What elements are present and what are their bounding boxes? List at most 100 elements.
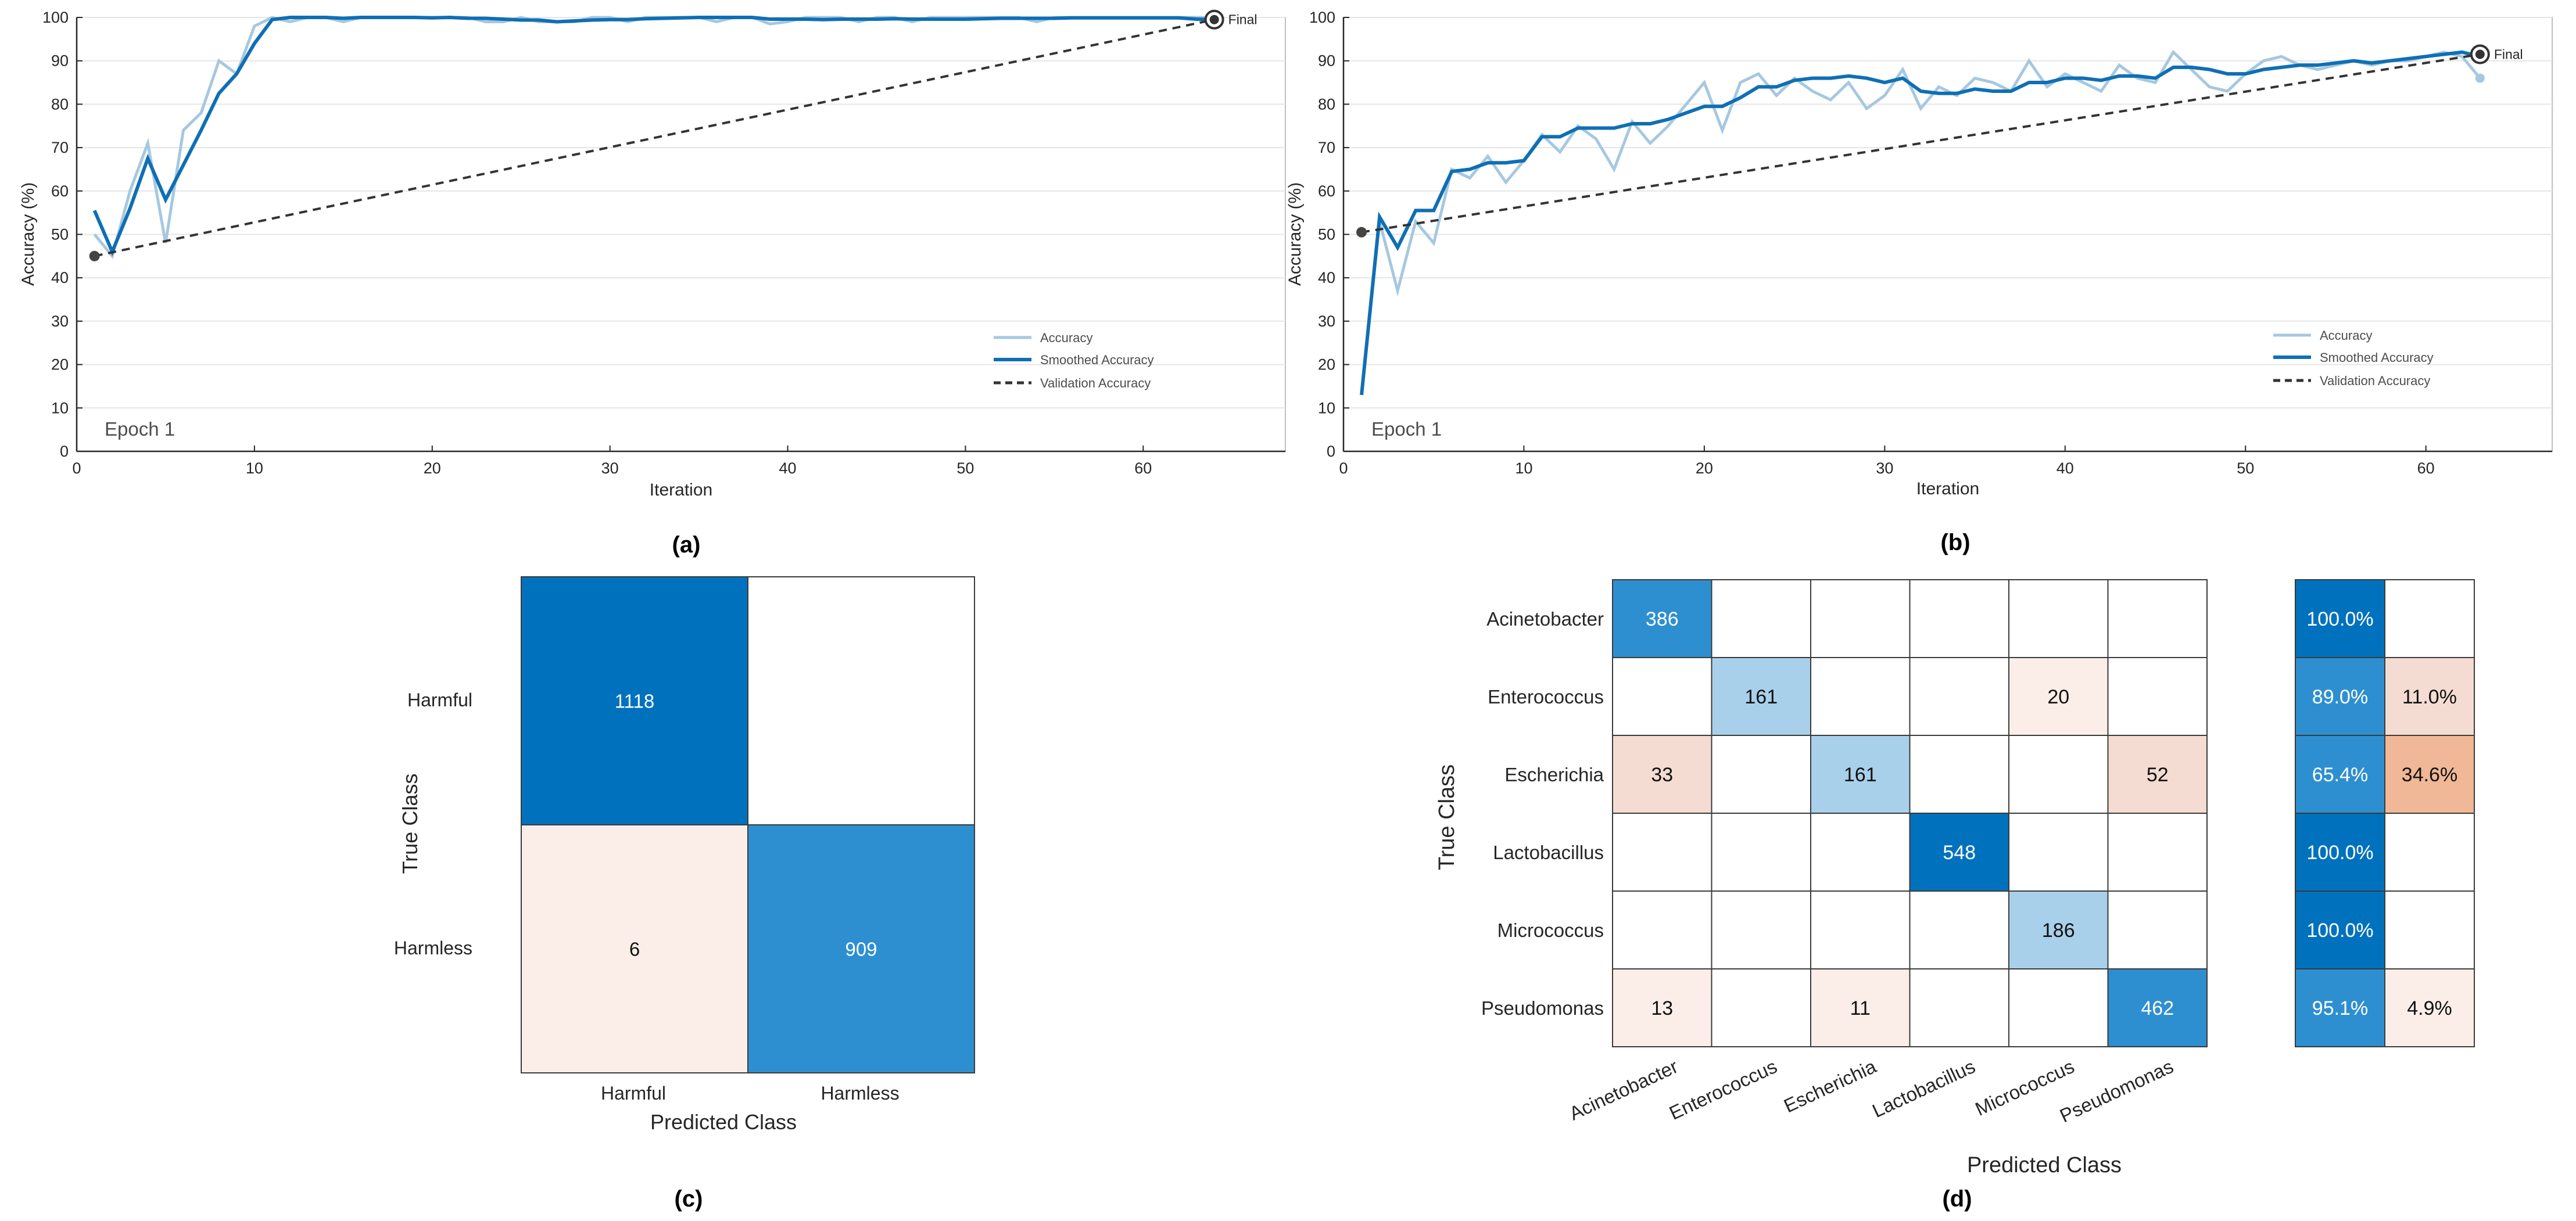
- panel-b-y-tick-label: 50: [1318, 226, 1335, 243]
- panel-a-y-tick-label: 80: [51, 95, 69, 113]
- panel-b-x-tick-label: 0: [1339, 459, 1348, 477]
- panel-d-cell: [1612, 657, 1712, 736]
- panel-d-summary-value: 100.0%: [2306, 608, 2373, 630]
- panel-a-x-tick-label: 50: [956, 459, 974, 477]
- panel-d-summary-value: 34.6%: [2402, 764, 2457, 786]
- panel-d-summary-cell: [2384, 813, 2475, 892]
- panel-a-training-plot: 0 10 20 30 40 50 60 70 80 90 100 0 10 20 30 40 50 60 Iter…: [19, 9, 1286, 558]
- panel-b-y-tick-label: 60: [1318, 182, 1335, 200]
- panel-a-x-tick-label: 30: [601, 459, 619, 477]
- panel-d-summary-value: 89.0%: [2312, 686, 2368, 708]
- panel-d-row-label: Enterococcus: [1488, 686, 1604, 708]
- panel-d-cell: [1711, 579, 1811, 658]
- panel-d-cell: [1711, 813, 1811, 892]
- panel-d-cell-value: 161: [1844, 764, 1877, 786]
- panel-d-cell: [1711, 968, 1811, 1047]
- panel-c-cell: [521, 576, 748, 825]
- panel-b-y-tick-label: 100: [1309, 9, 1335, 26]
- panel-b-y-tick-label: 30: [1318, 313, 1335, 330]
- panel-d-cell: [1612, 735, 1712, 814]
- panel-d-cell: [2107, 657, 2208, 736]
- panel-d-cell: [1810, 813, 1911, 892]
- panel-a-y-tick-label: 40: [51, 269, 69, 286]
- panel-a-ticks: 0 10 20 30 40 50 60 70 80 90 100 0 10 20 30 40 50 60: [42, 9, 1285, 477]
- panel-c-col-label-harmless: Harmless: [821, 1083, 899, 1104]
- panel-d-summary-cell: [2384, 968, 2475, 1047]
- panel-b-legend-accuracy: Accuracy: [2320, 328, 2372, 343]
- panel-d-cell: [1711, 735, 1811, 814]
- panel-d-cell-value: 33: [1651, 764, 1673, 786]
- panel-d-row-label: Escherichia: [1504, 764, 1604, 785]
- panel-d-summary-cell: [2295, 735, 2385, 814]
- panel-b-x-tick-label: 30: [1876, 459, 1893, 477]
- panel-d-summary-value: 65.4%: [2312, 764, 2368, 786]
- panel-d-summary-value: 95.1%: [2312, 997, 2368, 1019]
- panel-a-x-axis-label: Iteration: [650, 480, 712, 500]
- panel-b-final-label: Final: [2494, 46, 2523, 62]
- panel-c-y-axis-label: True Class: [398, 774, 422, 874]
- panel-d-summary-value: 100.0%: [2306, 842, 2373, 864]
- panel-b-grid: [1343, 17, 2552, 409]
- panel-d-cell: [1909, 579, 2009, 658]
- panel-c-col-label-harmful: Harmful: [601, 1083, 666, 1104]
- panel-a-x-tick-label: 10: [246, 459, 263, 477]
- panel-a-y-tick-label: 50: [51, 226, 69, 243]
- panel-a-validation-accuracy-line: [94, 18, 1215, 257]
- panel-d-cell: [1909, 735, 2009, 814]
- panel-a-y-tick-label: 30: [51, 313, 69, 330]
- panel-a-caption: (a): [672, 532, 701, 558]
- panel-d-row-label: Acinetobacter: [1486, 608, 1604, 630]
- panel-b-y-tick-label: 0: [1327, 443, 1335, 460]
- panel-d-cell: [1810, 968, 1911, 1047]
- panel-c-x-axis-label: Predicted Class: [650, 1110, 797, 1134]
- panel-a-epoch-label: Epoch 1: [105, 418, 175, 440]
- panel-d-cell: [1711, 890, 1811, 969]
- panel-a-x-tick-label: 60: [1134, 459, 1152, 477]
- panel-d-cell: [1711, 657, 1811, 736]
- panel-b-caption: (b): [1940, 530, 1970, 555]
- panel-d-summary-cell: [2384, 735, 2475, 814]
- panel-b-final-accuracy-point: [2475, 73, 2485, 83]
- panel-a-y-tick-label: 70: [51, 139, 69, 156]
- panel-a-final-label: Final: [1228, 12, 1257, 27]
- panel-c-caption: (c): [675, 1186, 703, 1212]
- panel-c-row-label-harmless: Harmless: [394, 938, 472, 958]
- panel-b-validation-start-point: [1356, 227, 1367, 238]
- panel-d-summary-value: 4.9%: [2407, 997, 2452, 1019]
- panel-b-training-plot: 0 10 20 30 40 50 60 70 80 90 100 0 10 20 30 40 50 60 Iter…: [1285, 9, 2553, 555]
- panel-c-cell: [521, 824, 748, 1073]
- panel-d-row-label: Pseudomonas: [1481, 997, 1604, 1019]
- panel-b-y-tick-label: 70: [1318, 139, 1335, 156]
- panel-d-y-axis-label: True Class: [1435, 764, 1459, 870]
- panel-c-cell-value: 6: [629, 939, 640, 960]
- panel-a-y-axis-label: Accuracy (%): [19, 182, 38, 286]
- panel-b-legend: Accuracy Smoothed Accuracy Validation Ac…: [2273, 328, 2434, 388]
- panel-b-legend-smoothed: Smoothed Accuracy: [2320, 350, 2434, 365]
- panel-d-cell-value: 11: [1850, 997, 1871, 1019]
- panel-d-cell: [2107, 813, 2208, 892]
- panel-b-y-tick-label: 90: [1318, 52, 1335, 70]
- panel-d-row-summary: 100.0% 89.0% 11.0% 65.4% 34.6% 100.0% 100.0% 95…: [2295, 579, 2475, 1047]
- panel-a-final-marker-point: [1209, 15, 1219, 24]
- panel-b-smoothed-accuracy-line: [1360, 50, 2481, 396]
- panel-a-y-tick-label: 10: [51, 399, 69, 416]
- panel-d-summary-cell: [2295, 890, 2385, 969]
- panel-d-confusion-matrix: 386 161 20 33 161 52 548 186 13 11 462 100.0% 89.0%…: [1435, 579, 2475, 1212]
- panel-b-final-marker-point: [2475, 49, 2485, 59]
- panel-d-row-label: Lactobacillus: [1493, 842, 1604, 863]
- panel-c-cell: [747, 824, 975, 1073]
- panel-a-x-tick-label: 0: [72, 459, 81, 477]
- panel-d-summary-cell: [2384, 579, 2475, 658]
- panel-d-cell: [1810, 657, 1911, 736]
- panel-d-summary-cell: [2295, 813, 2385, 892]
- panel-d-cell: [2107, 579, 2208, 658]
- panel-d-cell-value: 386: [1646, 608, 1679, 630]
- panel-d-cell: [1909, 968, 2009, 1047]
- panel-d-summary-value: 100.0%: [2306, 920, 2373, 942]
- panel-d-cell-value: 161: [1744, 686, 1778, 708]
- panel-d-cell-value: 462: [2141, 997, 2174, 1019]
- panel-b-x-tick-label: 40: [2056, 459, 2074, 477]
- panel-a-y-tick-label: 100: [42, 9, 69, 26]
- panel-d-cell-value: 52: [2147, 764, 2169, 786]
- panel-a-x-tick-label: 20: [424, 459, 441, 477]
